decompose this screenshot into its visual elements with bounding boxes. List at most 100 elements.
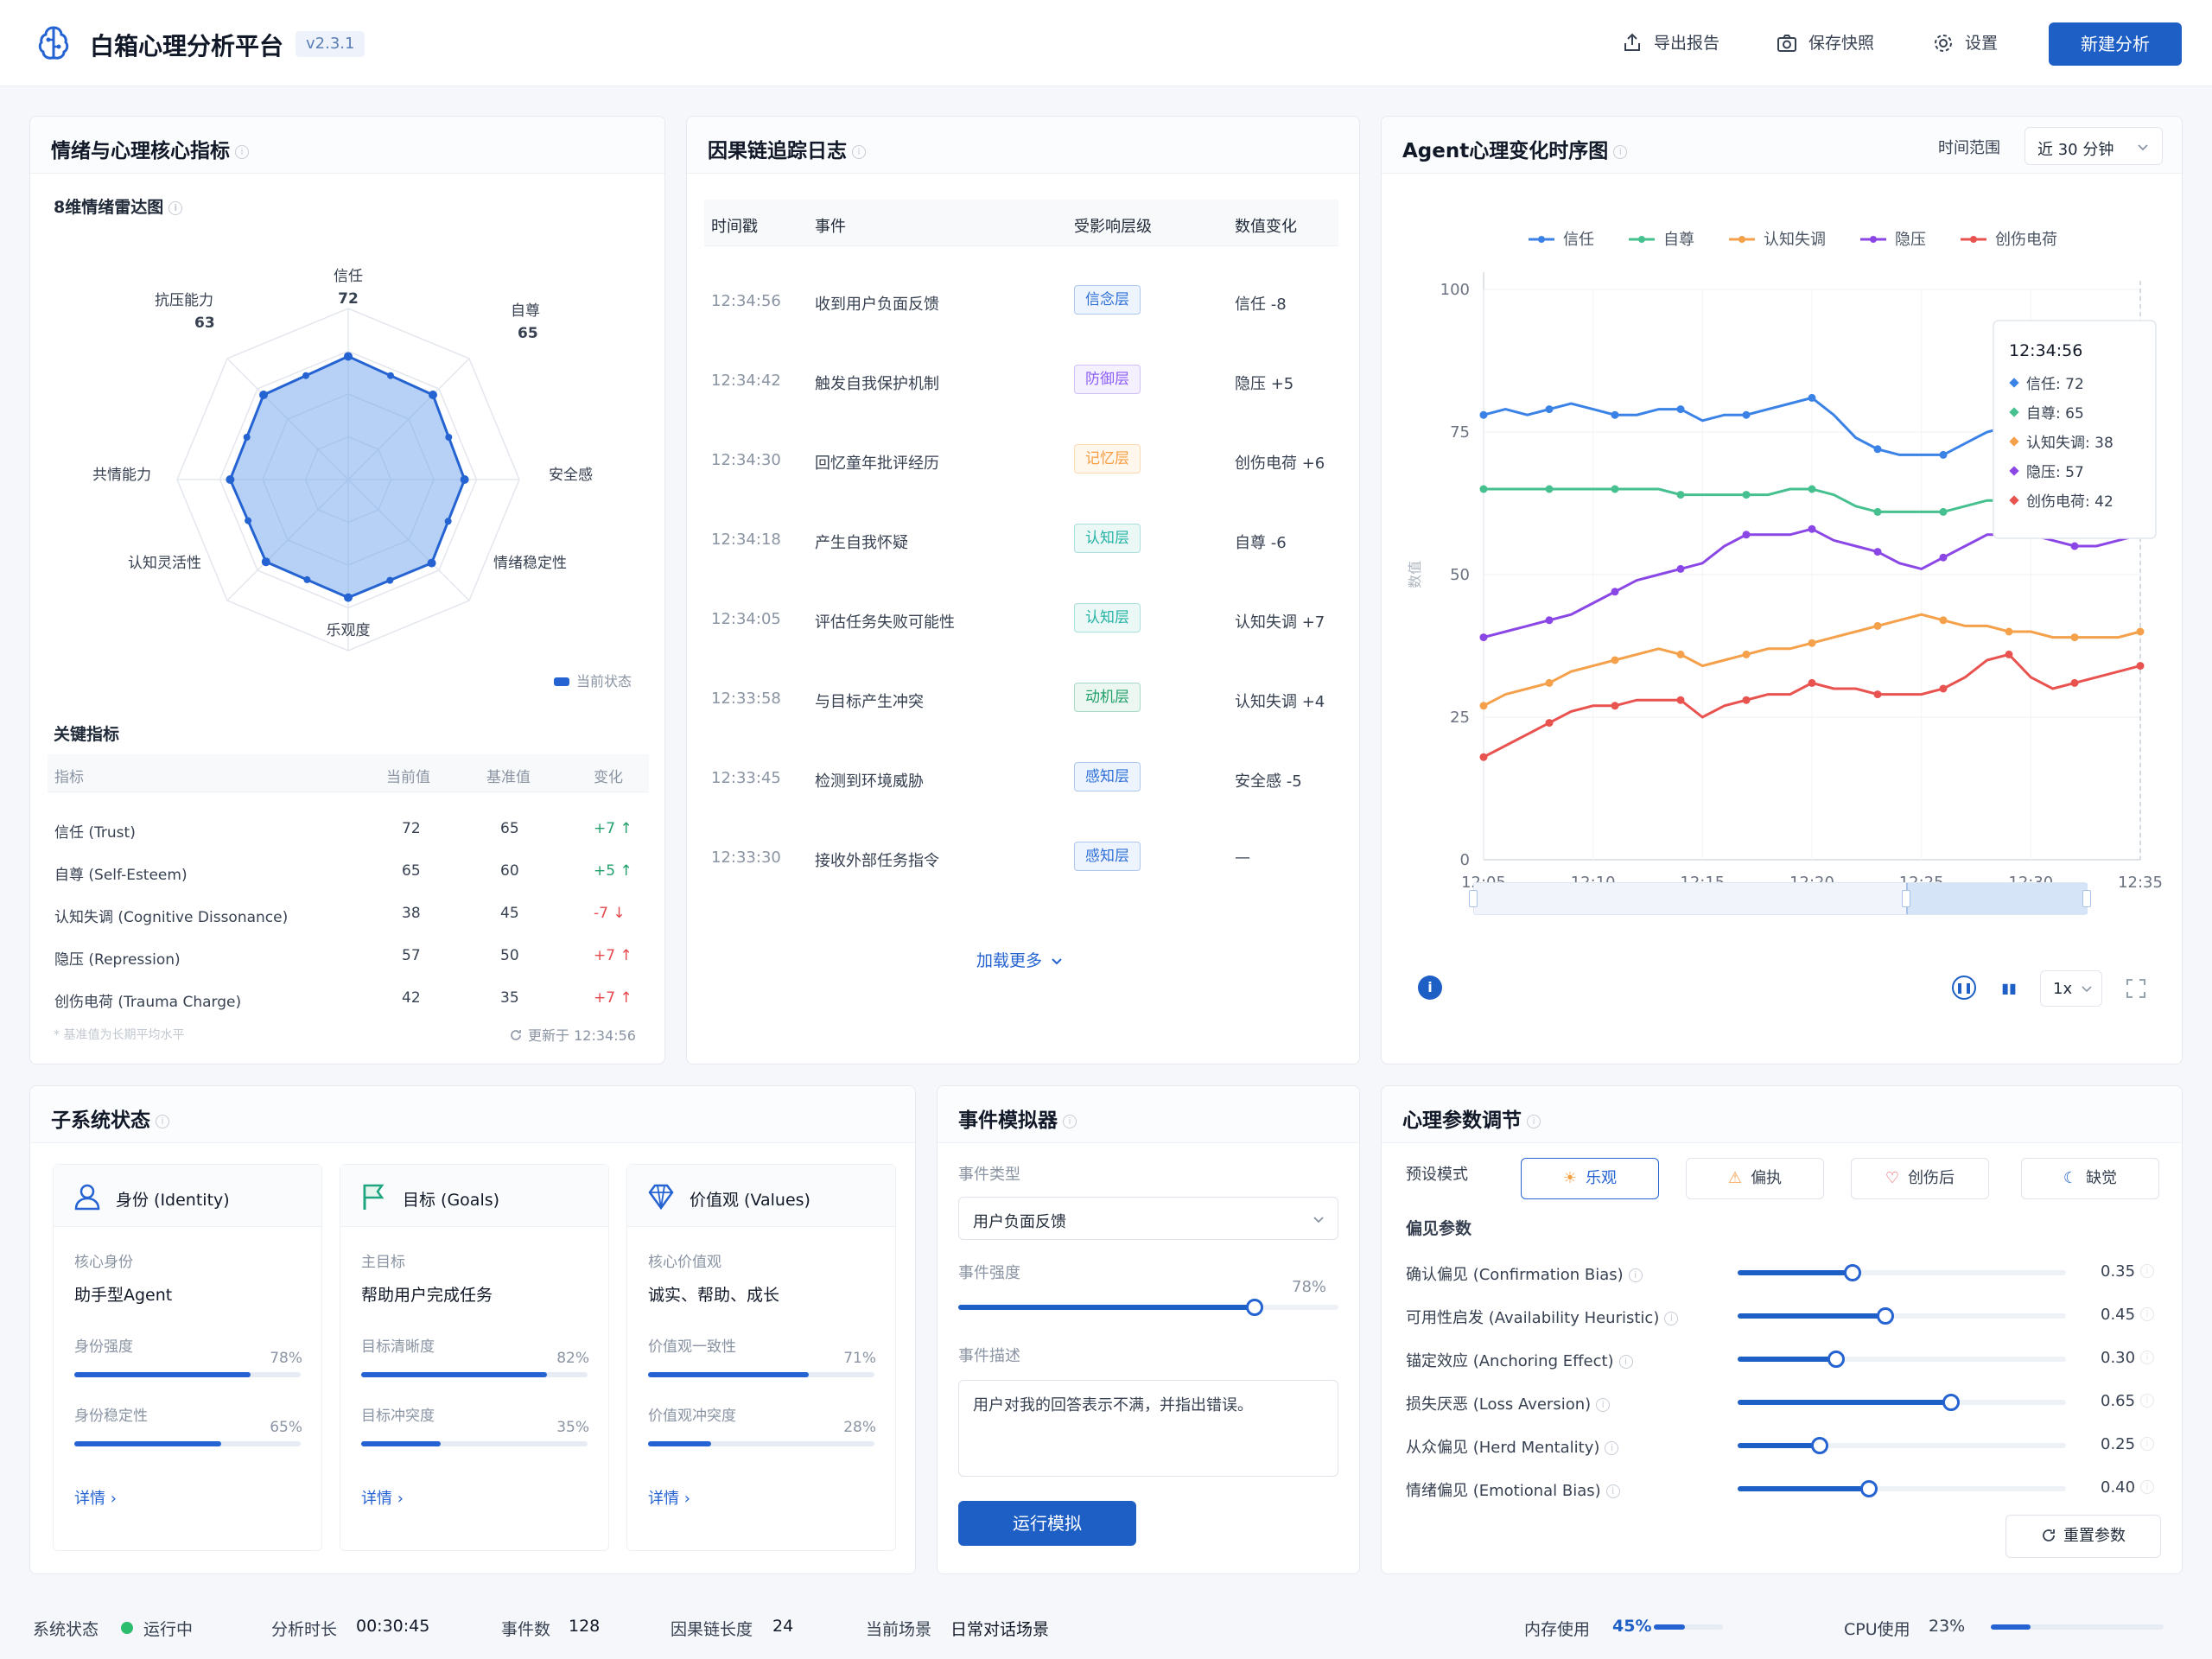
- slider-thumb[interactable]: [1827, 1351, 1845, 1368]
- slider-fill: [958, 1305, 1255, 1310]
- slider-thumb[interactable]: [1942, 1394, 1960, 1411]
- pause-icon[interactable]: ▮▮: [2001, 980, 2017, 996]
- save-snapshot-button[interactable]: 保存快照: [1776, 28, 1874, 59]
- col-change: 变化: [594, 769, 623, 786]
- layer-tag: 认知层: [1074, 603, 1141, 632]
- layer-tag: 信念层: [1074, 285, 1141, 315]
- subsystem-card: 身份 (Identity) 核心身份 助手型Agent 身份强度 78% 身份稳…: [53, 1164, 322, 1551]
- fullscreen-icon[interactable]: [2125, 977, 2147, 1000]
- param-slider[interactable]: [1738, 1264, 2066, 1281]
- settings-button[interactable]: 设置: [1932, 28, 1998, 59]
- preset-button[interactable]: ☾ 缺觉: [2021, 1158, 2159, 1199]
- event-intensity-slider[interactable]: [958, 1299, 1338, 1316]
- radar-point: [258, 390, 268, 399]
- param-slider[interactable]: [1738, 1307, 2066, 1325]
- bias-param-row: 锚定效应 (Anchoring Effect) i 0.30 i: [1382, 1342, 2183, 1376]
- param-slider[interactable]: [1738, 1437, 2066, 1454]
- run-simulation-button[interactable]: 运行模拟: [958, 1501, 1136, 1546]
- details-link[interactable]: 详情 ›: [648, 1490, 690, 1508]
- metric-change: +7 ↑: [594, 989, 632, 1007]
- slider-thumb[interactable]: [1877, 1307, 1894, 1325]
- info-icon: i: [2140, 1351, 2154, 1364]
- legend-label: 自尊: [1663, 231, 1694, 249]
- radar-point: [303, 575, 311, 583]
- export-report-label: 导出报告: [1654, 34, 1720, 53]
- causal-row[interactable]: 12:34:05 评估任务失败可能性 认知层 认知失调 +7: [704, 582, 1338, 661]
- new-analysis-button[interactable]: 新建分析: [2049, 22, 2182, 66]
- legend-marker: [1870, 236, 1877, 243]
- causal-row[interactable]: 12:33:45 检测到环境威胁 感知层 安全感 -5: [704, 741, 1338, 820]
- zoom-slider[interactable]: [1469, 882, 2091, 915]
- refresh-icon: [511, 1030, 521, 1040]
- scene-label: 当前场景: [866, 1620, 932, 1639]
- tooltip-marker: [2009, 407, 2019, 417]
- series-point: [2070, 542, 2079, 550]
- slider-thumb[interactable]: [1860, 1480, 1878, 1497]
- layer-tag: 防御层: [1074, 365, 1141, 394]
- details-link[interactable]: 详情 ›: [74, 1490, 117, 1508]
- causal-row[interactable]: 12:34:18 产生自我怀疑 认知层 自尊 -6: [704, 502, 1338, 582]
- metric-percent: 28%: [843, 1419, 876, 1436]
- radar-points: [226, 352, 469, 602]
- subsystem-name: 目标 (Goals): [403, 1191, 500, 1210]
- info-icon: i: [1527, 1114, 1541, 1128]
- metric-row: 创伤电荷 (Trauma Charge) 42 35 +7 ↑: [48, 977, 649, 1020]
- info-circle-icon[interactable]: i: [1418, 976, 1442, 1000]
- metric-name: 认知失调 (Cognitive Dissonance): [54, 909, 289, 926]
- export-report-button[interactable]: 导出报告: [1621, 28, 1719, 59]
- info-icon: i: [1596, 1398, 1611, 1412]
- time-range-select[interactable]: 近 30 分钟: [2024, 127, 2163, 165]
- series-point: [1939, 616, 1948, 625]
- radar-point: [444, 518, 452, 525]
- event-time: 12:33:58: [711, 690, 781, 708]
- export-icon: [1624, 33, 1640, 51]
- series-point: [1742, 491, 1751, 499]
- load-more-button[interactable]: 加载更多: [976, 948, 1065, 971]
- reset-params-button[interactable]: 重置参数: [2005, 1515, 2161, 1558]
- status-footer: 系统状态 运行中 分析时长 00:30:45 事件数 128 因果链长度 24 …: [0, 1594, 2212, 1659]
- step-back-icon[interactable]: ❚❚: [1952, 976, 1976, 1000]
- radar-axis-value: 65: [518, 325, 538, 342]
- preset-button[interactable]: ♡ 创伤后: [1851, 1158, 1989, 1199]
- event-time: 12:34:18: [711, 531, 781, 549]
- slider-thumb[interactable]: [1811, 1437, 1828, 1454]
- subsystem-value: 诚实、帮助、成长: [648, 1286, 780, 1305]
- preset-button[interactable]: ⚠ 偏执: [1686, 1158, 1824, 1199]
- series-point: [1479, 753, 1488, 761]
- preset-button[interactable]: ☀ 乐观: [1521, 1158, 1659, 1199]
- param-slider[interactable]: [1738, 1351, 2066, 1368]
- moon-icon: ☾: [2063, 1169, 2078, 1187]
- param-slider[interactable]: [1738, 1480, 2066, 1497]
- legend-label: 隐压: [1895, 231, 1926, 249]
- info-icon: i: [852, 144, 866, 159]
- zoom-handle-right[interactable]: [2082, 890, 2091, 907]
- zoom-window[interactable]: [1906, 883, 2088, 914]
- status-dot: [121, 1622, 133, 1634]
- causal-row[interactable]: 12:34:56 收到用户负面反馈 信念层 信任 -8: [704, 264, 1338, 343]
- playback-speed-select[interactable]: 1x: [2040, 970, 2102, 1007]
- event-type-select[interactable]: 用户负面反馈: [958, 1197, 1338, 1240]
- causal-row[interactable]: 12:34:30 回忆童年批评经历 记忆层 创伤电荷 +6: [704, 423, 1338, 502]
- zoom-handle-left[interactable]: [1469, 890, 1478, 907]
- param-slider[interactable]: [1738, 1394, 2066, 1411]
- subsystem-card: 价值观 (Values) 核心价值观 诚实、帮助、成长 价值观一致性 71% 价…: [626, 1164, 896, 1551]
- chart-legend: 信任 自尊 认知失调 隐压 创伤电荷: [1529, 231, 2057, 249]
- metric-baseline: 65: [500, 820, 519, 837]
- causal-row[interactable]: 12:33:30 接收外部任务指令 感知层 —: [704, 820, 1338, 899]
- series-point: [1479, 633, 1488, 642]
- details-link[interactable]: 详情 ›: [361, 1490, 404, 1508]
- playback-speed-value: 1x: [2053, 980, 2073, 998]
- user-icon: [74, 1184, 100, 1211]
- causal-row[interactable]: 12:34:42 触发自我保护机制 防御层 隐压 +5: [704, 343, 1338, 423]
- tooltip-marker: [2009, 466, 2019, 476]
- slider-thumb[interactable]: [1844, 1264, 1861, 1281]
- radar-axis-label: 情绪稳定性: [493, 555, 567, 572]
- memory-value: 45%: [1612, 1617, 1652, 1636]
- causal-row[interactable]: 12:33:58 与目标产生冲突 动机层 认知失调 +4: [704, 661, 1338, 741]
- event-desc-textarea[interactable]: 用户对我的回答表示不满，并指出错误。: [958, 1380, 1338, 1477]
- series-point: [1611, 588, 1619, 596]
- series-point: [1676, 564, 1685, 573]
- zoom-handle-mid[interactable]: [1902, 890, 1910, 907]
- layer-tag: 认知层: [1074, 524, 1141, 553]
- slider-thumb[interactable]: [1246, 1299, 1264, 1316]
